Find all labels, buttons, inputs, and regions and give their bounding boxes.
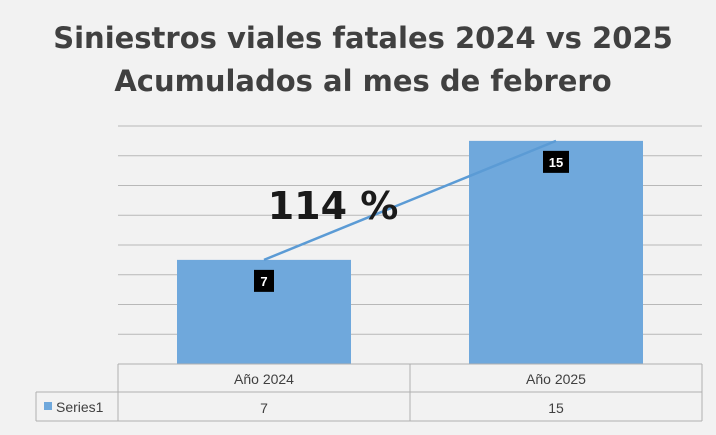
bar <box>469 140 643 364</box>
chart-title: Siniestros viales fatales 2024 vs 2025 <box>53 21 673 55</box>
data-labels: 7 15 <box>254 150 569 292</box>
table-value: 7 <box>260 400 268 416</box>
data-label-value: 15 <box>549 155 563 170</box>
data-label: 7 <box>254 269 274 292</box>
trend-line <box>263 139 557 262</box>
category-label: Año 2024 <box>234 371 294 387</box>
legend-swatch <box>44 402 52 410</box>
data-label-box <box>254 269 274 292</box>
trend-line-group <box>263 139 557 262</box>
data-table: Año 2024 7 Año 2025 15 Series1 <box>35 363 703 422</box>
table-value: 15 <box>548 400 564 416</box>
data-label-box <box>543 150 569 173</box>
data-label: 15 <box>543 150 569 173</box>
growth-annotation: 114 % <box>268 184 399 228</box>
data-label-value: 7 <box>260 274 267 289</box>
legend-label: Series1 <box>56 399 104 415</box>
chart-subtitle: Acumulados al mes de febrero <box>114 64 611 98</box>
category-label: Año 2025 <box>526 371 586 387</box>
